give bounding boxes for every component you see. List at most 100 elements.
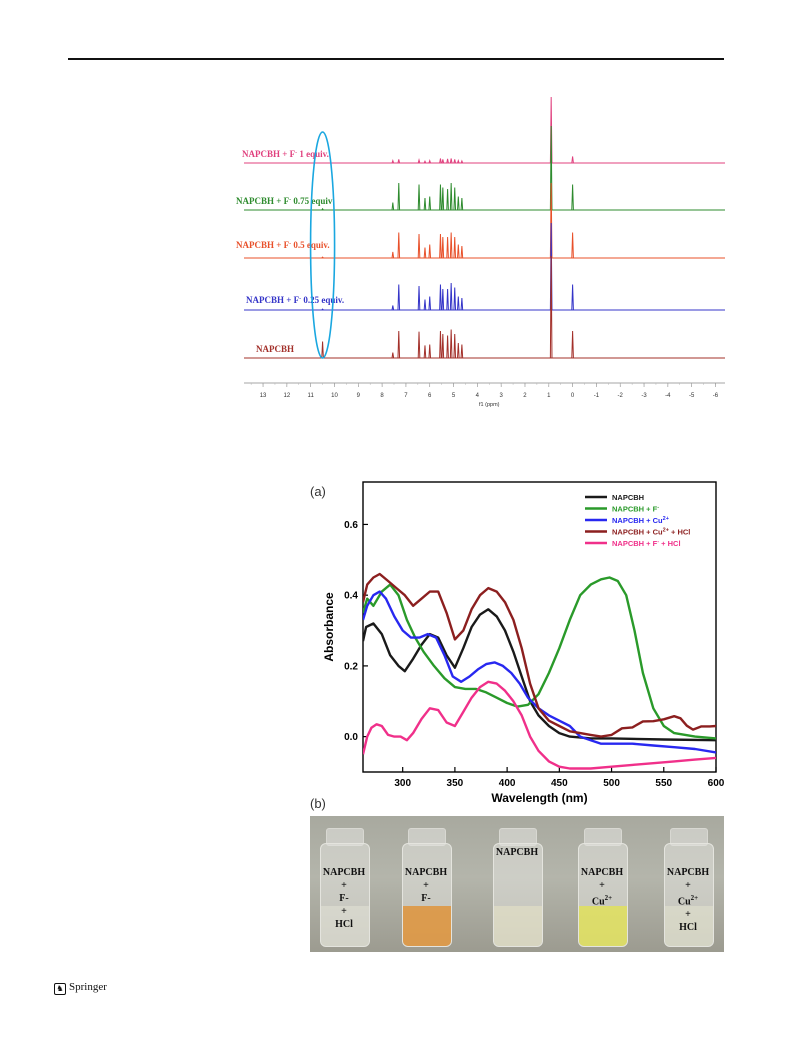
vial-body xyxy=(493,843,543,947)
vial-label-line: + xyxy=(423,880,429,891)
nmr-x-tick-label: -1 xyxy=(594,393,600,399)
uv-series-line-0 xyxy=(363,608,716,742)
uv-y-axis-label: Absorbance xyxy=(322,592,336,662)
vial-3 xyxy=(576,828,628,947)
vial-2 xyxy=(491,828,543,947)
springer-horse-icon: ♞ xyxy=(54,983,66,995)
uv-x-tick-label: 350 xyxy=(447,778,464,789)
uv-series-line-1 xyxy=(363,576,716,740)
uv-legend-label-0: NAPCBH xyxy=(612,493,644,502)
uv-legend-label-1: NAPCBH + F- xyxy=(612,505,659,514)
nmr-x-tick-label: 6 xyxy=(428,393,432,399)
nmr-x-tick-label: 12 xyxy=(284,393,291,399)
nmr-spectrum-2 xyxy=(244,182,725,259)
uv-legend-label-4: NAPCBH + F- + HCl xyxy=(612,539,681,548)
vial-label-line: HCl xyxy=(679,922,697,934)
vial-label-1: NAPCBH + F- xyxy=(381,866,471,905)
vial-liquid xyxy=(665,906,713,946)
nmr-x-tick-label: -4 xyxy=(665,393,671,399)
vial-label-3: NAPCBH + Cu2+ xyxy=(557,866,647,908)
uv-legend-label-3: NAPCBH + Cu2+ + HCl xyxy=(612,528,690,537)
nmr-x-tick-label: 13 xyxy=(260,393,267,399)
vial-label-line: NAPCBH xyxy=(495,847,539,858)
vial-body xyxy=(664,843,714,947)
uv-x-tick-label: 300 xyxy=(394,778,411,789)
vial-label-line: Cu2+ xyxy=(591,894,613,908)
nmr-x-tick-label: -3 xyxy=(641,393,647,399)
nmr-spectrum-label-3: NAPCBH + F- 0.25 equiv. xyxy=(246,295,344,305)
panel-label-a: (a) xyxy=(310,484,326,499)
header-rule xyxy=(68,58,724,60)
nmr-x-tick-label: 7 xyxy=(404,393,408,399)
uv-plot-frame xyxy=(362,481,717,773)
uv-vis-chart: (a) 300 350 400 450 500 550 600 0.0 0.2 0.4 0.6 Wave… xyxy=(310,481,725,811)
uv-series-line-4 xyxy=(363,680,716,770)
uv-y-tick-label: 0.2 xyxy=(344,661,358,672)
vial-label-line: F- xyxy=(339,893,349,904)
nmr-x-tick-label: -2 xyxy=(618,393,624,399)
vial-label-2: NAPCBH xyxy=(472,846,562,859)
nmr-spectrum-0 xyxy=(244,96,725,164)
uv-x-axis-label: Wavelength (nm) xyxy=(491,791,587,805)
vial-liquid xyxy=(321,906,369,946)
vial-label-line: + xyxy=(685,880,691,891)
nmr-x-tick-label: 3 xyxy=(499,393,503,399)
uv-y-tick-label: 0.4 xyxy=(344,591,358,602)
vial-label-line: NAPCBH xyxy=(322,867,366,878)
vial-body xyxy=(578,843,628,947)
vial-label-0: NAPCBH + F- + HCl xyxy=(310,866,389,931)
nmr-x-tick-label: 8 xyxy=(380,393,384,399)
nmr-spectra-figure: NAPCBH + F- 1 equiv.NAPCBH + F- 0.75 equ… xyxy=(236,96,725,408)
vials-photo: NAPCBH + F- + HCl NAPCBH + F- NAPCBH NAPCBH + Cu2+ N… xyxy=(310,816,724,952)
uv-y-tick-label: 0.6 xyxy=(344,520,358,531)
vial-body xyxy=(402,843,452,947)
uv-x-tick-label: 500 xyxy=(603,778,620,789)
vial-4 xyxy=(662,828,714,947)
vial-label-line: HCl xyxy=(335,919,353,930)
vial-label-line: NAPCBH xyxy=(666,867,710,878)
uv-y-tick-label: 0.0 xyxy=(344,732,358,743)
uv-legend-label-2: NAPCBH + Cu2+ xyxy=(612,516,669,525)
nmr-x-tick-label: 4 xyxy=(476,393,480,399)
nmr-spectrum-3 xyxy=(244,222,725,311)
nmr-spectrum-label-4: NAPCBH xyxy=(256,344,294,354)
vial-liquid xyxy=(494,906,542,946)
nmr-x-tick-label: 1 xyxy=(547,393,551,399)
nmr-spectrum-1 xyxy=(244,125,725,211)
uv-x-tick-label: 400 xyxy=(499,778,516,789)
nmr-x-tick-label: 11 xyxy=(308,393,315,399)
vial-label-4: NAPCBH + Cu2+ + HCl xyxy=(643,866,724,934)
vial-label-line: F- xyxy=(421,893,431,904)
nmr-x-tick-label: 5 xyxy=(452,393,456,399)
vial-label-line: + xyxy=(341,906,347,917)
publisher-footer: ♞ Springer xyxy=(54,981,107,995)
vial-liquid xyxy=(403,906,451,946)
vial-1 xyxy=(400,828,452,947)
vial-label-line: + xyxy=(685,909,691,921)
vial-label-line: + xyxy=(341,880,347,891)
nmr-spectrum-label-0: NAPCBH + F- 1 equiv. xyxy=(242,149,329,159)
uv-series-line-2 xyxy=(363,590,716,754)
vial-label-line: Cu2+ xyxy=(677,894,699,908)
vial-body xyxy=(320,843,370,947)
vial-0 xyxy=(318,828,370,947)
nmr-x-tick-label: 9 xyxy=(357,393,361,399)
vial-label-line: NAPCBH xyxy=(404,867,448,878)
nmr-x-tick-label: 2 xyxy=(523,393,527,399)
nmr-x-tick-label: -5 xyxy=(689,393,695,399)
uv-x-tick-label: 550 xyxy=(655,778,672,789)
publisher-name: Springer xyxy=(69,981,107,993)
nmr-x-tick-label: 10 xyxy=(331,393,338,399)
nmr-x-tick-label: 0 xyxy=(571,393,575,399)
vial-label-line: + xyxy=(599,880,605,891)
vial-label-line: NAPCBH xyxy=(580,867,624,878)
nmr-x-tick-label: -6 xyxy=(713,393,719,399)
uv-x-tick-label: 600 xyxy=(708,778,725,789)
nmr-spectrum-4 xyxy=(244,255,725,359)
nmr-highlight-ellipse xyxy=(309,131,336,359)
vial-liquid xyxy=(579,906,627,946)
panel-label-b: (b) xyxy=(310,796,326,811)
nmr-x-axis-label: f1 (ppm) xyxy=(479,402,500,408)
uv-x-tick-label: 450 xyxy=(551,778,568,789)
uv-series-line-3 xyxy=(363,572,716,738)
